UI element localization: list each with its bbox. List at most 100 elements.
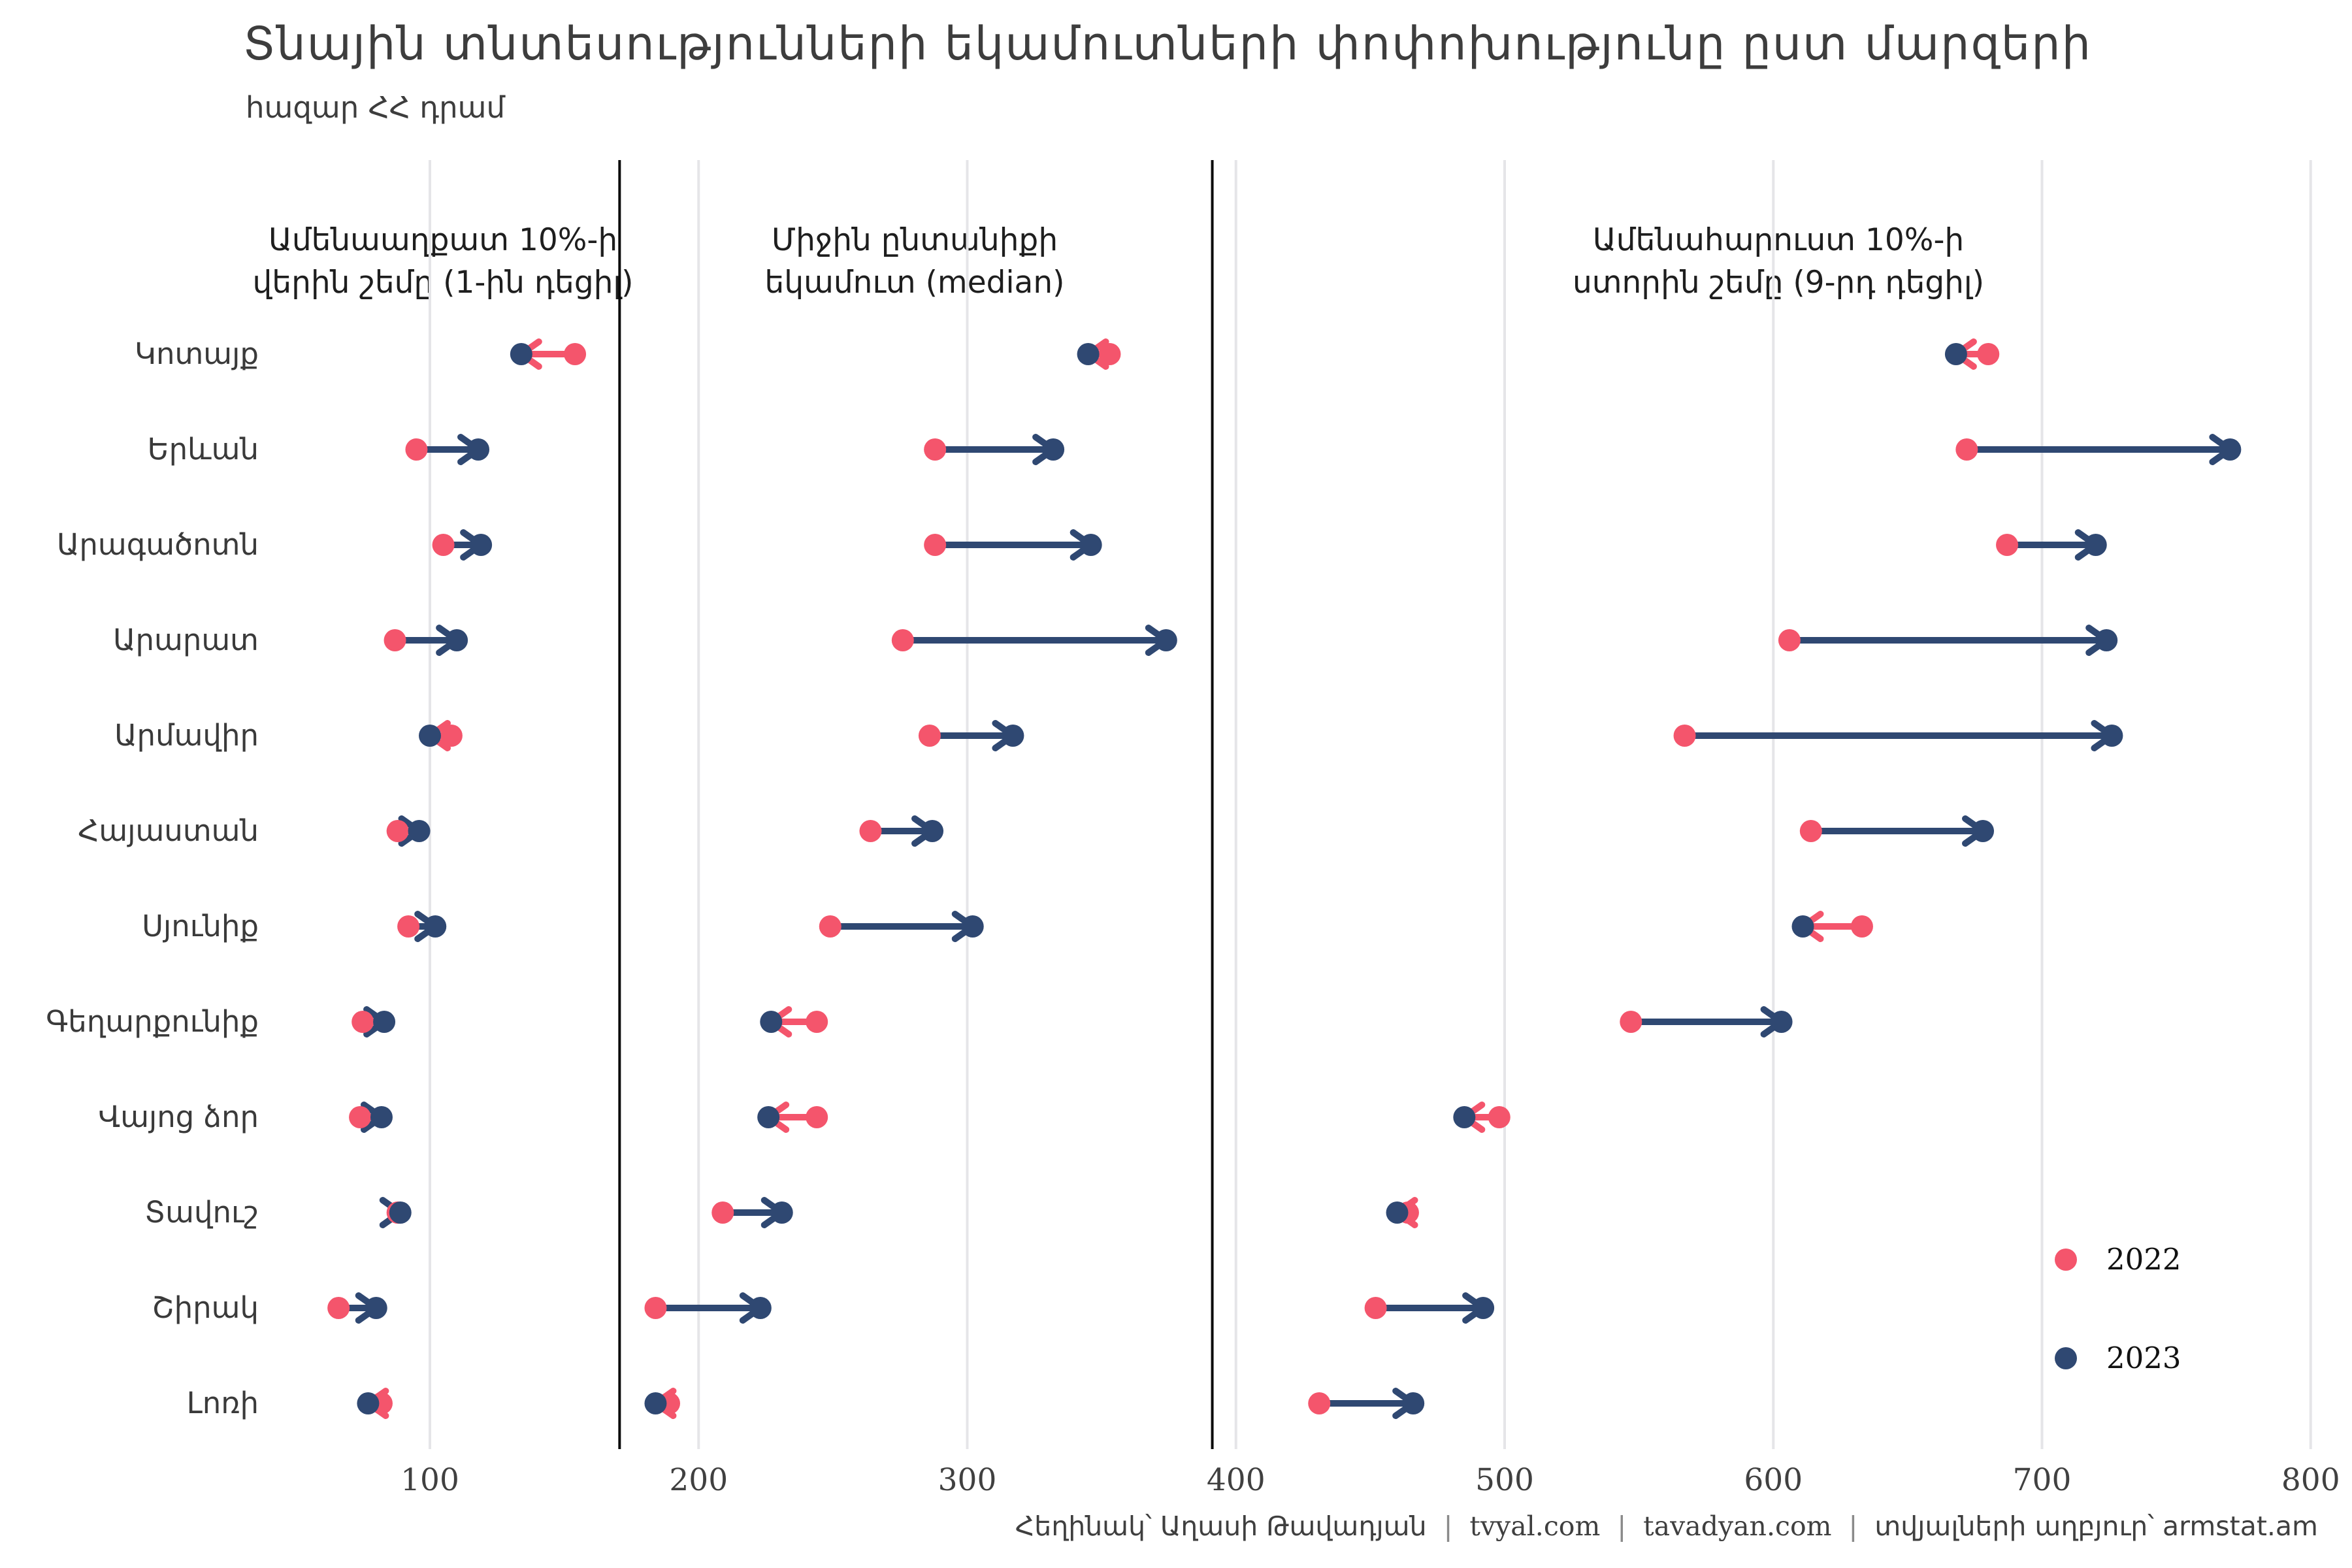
dumbbell-panel3-row7 [1791,911,1873,942]
chart-subtitle-unit: հազար ՀՀ դրամ [246,90,506,125]
dumbbell-panel2-row2 [924,434,1065,465]
dumbbell-panel3-row10 [1386,1197,1419,1228]
x-tick-800: 800 [2281,1462,2340,1498]
footer-separator: | [1617,1511,1627,1542]
dot-2022 [1488,1106,1511,1128]
dumbbell-panel3-row8 [1620,1006,1793,1037]
dumbbell-panel1-row10 [379,1197,412,1228]
dot-2023 [1791,915,1814,938]
dot-2023 [1472,1297,1495,1319]
dumbbell-panel2-row7 [819,911,984,942]
panel-2-header: Միջին ընտանիքի եկամուտ (median) [588,220,1241,304]
dot-2022 [924,438,947,461]
region-label-3: Արագածոտն [56,527,259,562]
dot-2023 [2084,534,2107,556]
dot-2022 [1620,1011,1642,1033]
footer-part-3: tavadyan.com [1643,1511,1832,1542]
dot-2023 [446,629,468,651]
dot-2023 [2219,438,2242,461]
dot-2022 [1778,629,1801,651]
dumbbell-panel2-row5 [918,720,1024,751]
dumbbell-panel2-row8 [760,1006,828,1037]
dot-2022 [384,629,406,651]
panel-1-header-line-1: Ամենաաղքատ 10%-ի [268,222,618,258]
dot-2022 [386,820,409,842]
dot-2022 [327,1297,350,1319]
panel-3-header: Ամենահարուստ 10%-ի ստորին շեմը (9-րդ դեց… [1452,220,2105,304]
x-tick-200: 200 [669,1462,728,1498]
panel-2-header-line-2: եկամուտ (median) [764,264,1065,301]
dumbbell-panel2-row11 [644,1292,772,1324]
dumbbell-panel3-row6 [1799,815,1995,847]
dot-2023 [373,1011,396,1033]
dumbbell-panel3-row9 [1453,1102,1511,1133]
dumbbell-panel2-row10 [711,1197,793,1228]
dot-2023 [1402,1392,1425,1414]
dot-2023 [1944,343,1967,365]
region-label-8: Գեղարքունիք [46,1004,259,1039]
dumbbell-panel3-row1 [1944,338,2000,370]
region-label-10: Տավուշ [144,1195,259,1230]
region-label-4: Արարատ [112,623,259,657]
panel-3-header-line-2: ստորին շեմը (9-րդ դեցիլ) [1572,264,1985,301]
dumbbell-panel3-row12 [1308,1388,1425,1419]
dot-2023 [1770,1011,1793,1033]
dot-2022 [806,1011,828,1033]
dot-2022 [349,1106,372,1128]
dot-2022 [924,534,947,556]
panel-1-header: Ամենաաղքատ 10%-ի վերին շեմը (1-ին դեցիլ) [116,220,770,304]
dumbbell-panel1-row9 [349,1102,393,1133]
panel-1-header-line-2: վերին շեմը (1-ին դեցիլ) [252,264,634,301]
x-tick-100: 100 [400,1462,459,1498]
dot-2023 [770,1201,793,1224]
dot-2022 [1850,915,1873,938]
dot-2023 [760,1011,783,1033]
dumbbell-panel1-row7 [397,911,447,942]
dumbbell-panel2-row9 [757,1102,828,1133]
dot-2023 [1002,725,1024,747]
dot-2023 [1154,629,1177,651]
footer-part-4: տվյալների աղբյուր՝ armstat.am [1874,1511,2318,1542]
dot-2023 [749,1297,772,1319]
region-label-1: Կոտայք [135,336,259,371]
dot-2023 [961,915,984,938]
dot-2022 [711,1201,734,1224]
dot-2022 [1996,534,2019,556]
footer-separator: | [1848,1511,1858,1542]
region-label-9: Վայոց ձոր [98,1100,259,1134]
dot-2022 [819,915,841,938]
dot-2023 [757,1106,780,1128]
dot-2023 [1386,1201,1409,1224]
x-tick-500: 500 [1475,1462,1534,1498]
dumbbell-panel1-row5 [419,720,463,751]
region-label-5: Արմավիր [114,718,259,753]
panel-2-header-line-1: Միջին ընտանիքի [771,222,1058,258]
dot-2022 [405,438,428,461]
dot-2023 [389,1201,412,1224]
dot-2023 [365,1297,387,1319]
legend-dot-2022 [2055,1249,2077,1271]
dot-2023 [2095,629,2118,651]
dot-2022 [1673,725,1696,747]
panel-3-header-line-1: Ամենահարուստ 10%-ի [1592,222,1965,258]
dot-2023 [1042,438,1065,461]
dumbbell-panel1-row12 [357,1388,393,1419]
dot-2022 [644,1297,667,1319]
region-label-12: Լոռի [186,1386,259,1420]
dumbbell-panel3-row3 [1996,529,2107,561]
region-label-11: Շիրակ [152,1290,259,1325]
dot-2023 [644,1392,667,1414]
dot-2023 [408,820,431,842]
dot-2023 [1079,534,1102,556]
footer-credits: Հեղինակ՝ Աղասի Թավադյան | tvyal.com | tavady… [1015,1511,2318,1542]
dot-2022 [397,915,420,938]
dot-2022 [440,725,463,747]
legend-label-2023: 2023 [2106,1341,2181,1375]
x-tick-700: 700 [2012,1462,2072,1498]
dumbbell-panel1-row11 [327,1292,387,1324]
dumbbell-panel2-row4 [891,625,1177,656]
dumbbell-panel3-row2 [1955,434,2242,465]
x-tick-400: 400 [1206,1462,1266,1498]
dot-2022 [564,343,587,365]
